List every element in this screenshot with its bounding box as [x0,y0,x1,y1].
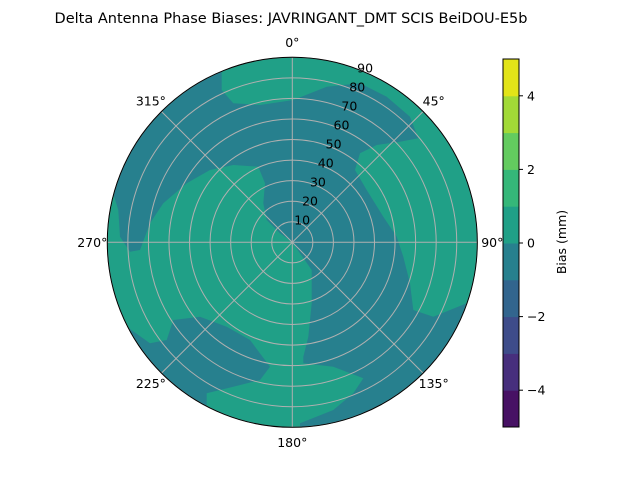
theta-tick-label: 90° [481,235,503,250]
theta-tick-labels: 0° 45° 90° 135° 180° 225° 270° 315° [77,35,503,450]
theta-tick-label: 135° [419,376,449,391]
colorbar-segment [503,132,519,170]
theta-gridline [291,111,424,243]
colorbar-label: Bias (mm) [554,210,569,274]
theta-gridline [161,111,293,243]
theta-gridline [161,241,293,374]
colorbar-segment [503,169,519,207]
chart-title: Delta Antenna Phase Biases: JAVRINGANT_D… [55,11,528,27]
r-tick-label: 70 [341,98,357,113]
colorbar-segment [503,59,519,97]
colorbar-tick-label: 2 [527,162,535,177]
colorbar-segment [503,316,519,354]
r-tick-labels: 10 20 30 40 50 60 70 80 90 [294,60,373,227]
colorbar-segment [503,390,519,428]
polar-frame [106,56,478,428]
theta-tick-label: 0° [285,35,299,50]
theta-tick-label: 180° [277,435,307,450]
colorbar-segment [503,353,519,391]
r-tick-label: 60 [334,117,350,132]
polar-grid [106,56,478,428]
r-tick-label: 10 [294,212,310,227]
r-tick-label: 40 [318,155,334,170]
r-tick-label: 30 [310,174,326,189]
theta-tick-label: 225° [136,376,166,391]
colorbar-segment [503,95,519,134]
theta-gridline [291,241,424,374]
colorbar-segment [503,279,519,318]
colorbar: 4 2 0 −2 −4 [502,58,545,428]
theta-tick-label: 270° [77,235,107,250]
theta-tick-label: 315° [136,93,166,108]
colorbar-tick-label: −2 [527,309,545,324]
colorbar-tick-label: −4 [527,383,545,398]
colorbar-tick-label: 0 [527,236,535,251]
theta-tick-label: 45° [423,93,445,108]
r-tick-label: 80 [349,79,365,94]
colorbar-segment [503,243,519,281]
r-tick-label: 50 [326,136,342,151]
colorbar-tick-label: 4 [527,88,535,103]
r-tick-label: 20 [302,193,318,208]
colorbar-segment [503,206,519,244]
r-tick-label: 90 [357,60,373,75]
